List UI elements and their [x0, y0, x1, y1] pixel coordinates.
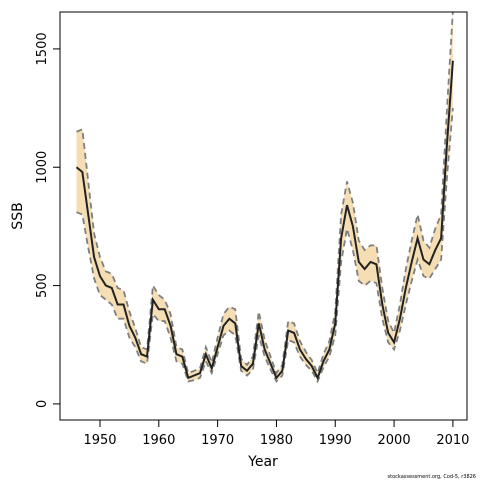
- y-tick-label: 500: [35, 273, 50, 298]
- x-tick-label: 1950: [83, 433, 116, 448]
- ssb-line: [75, 60, 454, 381]
- plot-frame: [59, 11, 468, 421]
- y-tick-label: 0: [35, 400, 50, 408]
- plot-area: [75, 12, 454, 384]
- x-axis-label: Year: [247, 454, 278, 470]
- y-tick-label: 1000: [35, 151, 50, 184]
- footnote: stockassessment.org, Cod-5, r3826: [388, 474, 476, 480]
- x-tick-label: 1990: [319, 433, 352, 448]
- x-tick-label: 2010: [436, 433, 469, 448]
- y-axis-label: SSB: [10, 202, 26, 229]
- x-tick-label: 2000: [378, 433, 411, 448]
- x-tick-label: 1960: [142, 433, 175, 448]
- x-tick-label: 1980: [260, 433, 293, 448]
- y-tick-label: 1500: [35, 32, 50, 65]
- x-tick-label: 1970: [201, 433, 234, 448]
- upper-bound: [76, 12, 454, 376]
